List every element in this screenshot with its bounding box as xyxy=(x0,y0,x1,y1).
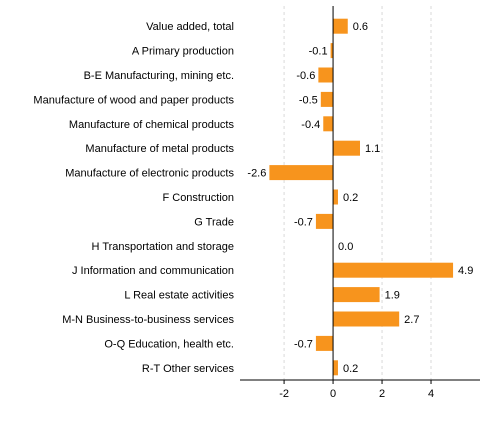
category-label-9: H Transportation and storage xyxy=(92,241,234,253)
category-label-12: M-N Business-to-business services xyxy=(62,314,234,326)
bar-7 xyxy=(333,189,338,205)
category-label-13: O-Q Education, health etc. xyxy=(104,338,234,350)
bar-13 xyxy=(315,335,334,351)
value-label-6: -2.6 xyxy=(247,168,266,180)
bar-11 xyxy=(333,287,380,303)
x-tick-label-4: 4 xyxy=(428,388,434,400)
value-label-9: 0.0 xyxy=(338,241,353,253)
bar-1 xyxy=(330,43,334,59)
value-label-11: 1.9 xyxy=(385,290,400,302)
category-label-11: L Real estate activities xyxy=(124,290,234,302)
value-label-5: 1.1 xyxy=(365,143,380,155)
category-label-5: Manufacture of metal products xyxy=(85,143,234,155)
x-tick-label--2: -2 xyxy=(279,388,289,400)
value-label-7: 0.2 xyxy=(343,192,358,204)
bar-2 xyxy=(318,67,334,83)
bar-8 xyxy=(315,213,334,229)
value-label-4: -0.4 xyxy=(301,119,320,131)
category-label-2: B-E Manufacturing, mining etc. xyxy=(84,70,234,82)
labels: Value added, total 0.6 A Primary productio… xyxy=(33,21,473,375)
category-label-14: R-T Other services xyxy=(142,363,235,375)
bar-12 xyxy=(333,311,400,327)
bar-5 xyxy=(333,140,360,156)
bar-10 xyxy=(333,262,454,278)
category-label-3: Manufacture of wood and paper products xyxy=(33,94,234,106)
x-tick-label-2: 2 xyxy=(379,388,385,400)
value-label-1: -0.1 xyxy=(309,46,328,58)
value-label-12: 2.7 xyxy=(404,314,419,326)
grid-lines xyxy=(283,6,432,380)
value-label-3: -0.5 xyxy=(299,94,318,106)
bar-3 xyxy=(320,91,334,107)
category-label-6: Manufacture of electronic products xyxy=(65,168,234,180)
value-label-14: 0.2 xyxy=(343,363,358,375)
bar-14 xyxy=(333,360,338,376)
bar-6 xyxy=(269,165,334,181)
category-label-4: Manufacture of chemical products xyxy=(69,119,235,131)
bar-0 xyxy=(333,18,348,34)
x-tick-label-0: 0 xyxy=(330,388,336,400)
axes: -2 0 2 4 xyxy=(240,6,480,400)
category-label-10: J Information and communication xyxy=(72,265,234,277)
value-label-8: -0.7 xyxy=(294,216,313,228)
category-label-7: F Construction xyxy=(162,192,234,204)
value-label-13: -0.7 xyxy=(294,338,313,350)
value-label-2: -0.6 xyxy=(296,70,315,82)
bars xyxy=(269,18,454,376)
category-label-1: A Primary production xyxy=(132,46,234,58)
category-label-8: G Trade xyxy=(194,216,234,228)
value-label-0: 0.6 xyxy=(353,21,368,33)
bar-4 xyxy=(323,116,334,132)
category-label-0: Value added, total xyxy=(146,21,234,33)
value-label-10: 4.9 xyxy=(458,265,473,277)
